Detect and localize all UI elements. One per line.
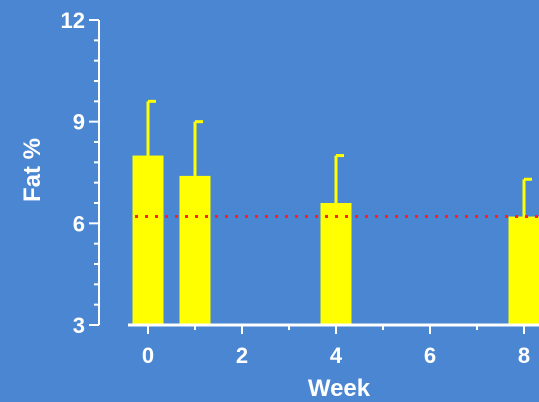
bar-1 [179,175,211,325]
x-tick-label-1: 2 [236,343,248,368]
bar-3 [508,216,539,325]
x-tick-label-4: 8 [518,343,530,368]
y-tick-label-2: 9 [73,110,85,135]
x-axis-title: Week [308,375,371,402]
axes-layer: 3 6 9 12 0 2 4 6 8 [61,8,539,368]
x-tick-label-0: 0 [142,343,154,368]
bars-layer [132,99,539,325]
x-tick-label-3: 6 [424,343,436,368]
x-tick-label-2: 4 [330,343,343,368]
y-tick-label-3: 12 [61,8,85,33]
bar-0 [132,155,164,325]
y-tick-label-0: 3 [73,313,85,338]
bar-2 [320,203,352,325]
y-axis-title: Fat % [19,138,46,202]
y-tick-label-1: 6 [73,211,85,236]
